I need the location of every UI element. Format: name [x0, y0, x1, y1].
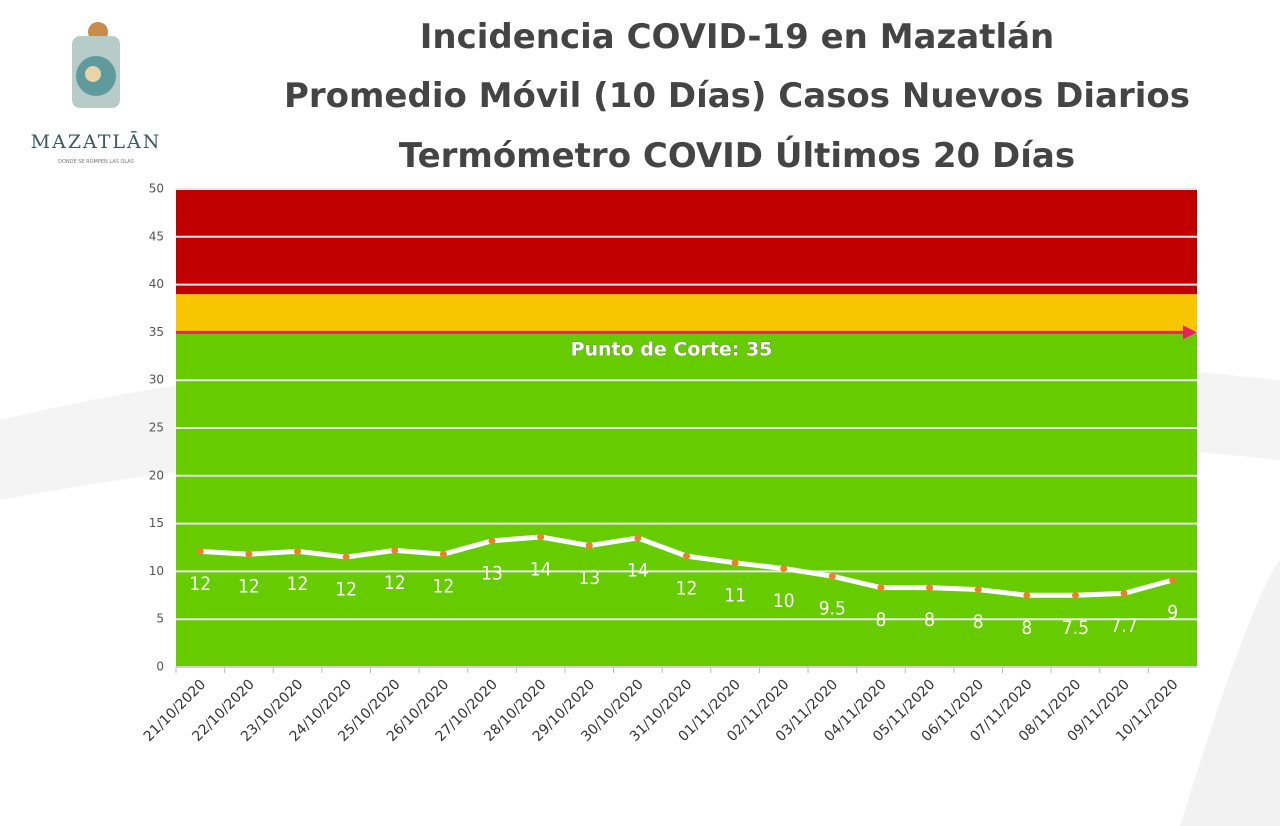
chart-title: Incidencia COVID-19 en Mazatlán [420, 17, 1055, 57]
data-point [683, 552, 690, 560]
data-point [974, 586, 982, 594]
data-point [634, 534, 642, 542]
data-label: 12 [384, 572, 406, 594]
cutoff-label: Punto de Corte: 35 [571, 338, 773, 360]
y-tick-label: 30 [149, 373, 164, 387]
data-label: 14 [627, 559, 649, 581]
y-tick-label: 15 [149, 516, 164, 530]
data-point [1071, 591, 1079, 599]
data-label: 13 [481, 562, 503, 584]
data-label: 12 [189, 573, 211, 595]
data-label: 12 [433, 576, 455, 598]
data-label: 7.5 [1062, 617, 1089, 639]
data-point [828, 572, 836, 580]
y-tick-label: 5 [156, 612, 164, 626]
data-point [585, 542, 593, 550]
data-label: 9.5 [819, 598, 846, 620]
data-point [780, 565, 788, 573]
y-tick-label: 50 [149, 182, 164, 196]
data-label: 11 [724, 584, 746, 606]
data-point [196, 547, 204, 555]
y-tick-label: 40 [149, 277, 164, 291]
logo-shape [85, 66, 101, 82]
data-label: 8 [876, 609, 887, 631]
cutoff-arrowhead [1183, 325, 1197, 340]
data-point [294, 547, 302, 555]
y-tick-label: 0 [156, 660, 164, 674]
data-point [1120, 589, 1128, 597]
data-label: 12 [335, 579, 357, 601]
data-label: 12 [676, 578, 698, 600]
chart-title: Promedio Móvil (10 Días) Casos Nuevos Di… [284, 76, 1190, 116]
data-label: 8 [973, 611, 984, 633]
data-point [1023, 591, 1031, 599]
data-point [877, 584, 885, 592]
background-swoosh [1180, 560, 1280, 826]
data-point [439, 550, 447, 558]
data-label: 8 [1021, 617, 1032, 639]
chart-title: Termómetro COVID Últimos 20 Días [399, 135, 1075, 176]
data-label: 12 [238, 576, 260, 598]
logo: MAZATLĀN DONDE SE ROMPEN LAS OLAS [31, 22, 162, 165]
data-point [488, 537, 496, 545]
y-tick-label: 35 [149, 325, 164, 339]
data-point [342, 553, 350, 561]
logo-tagline: DONDE SE ROMPEN LAS OLAS [58, 159, 134, 165]
data-label: 8 [924, 609, 935, 631]
y-tick-label: 20 [149, 468, 164, 482]
data-label: 9 [1167, 602, 1178, 624]
y-tick-label: 10 [149, 564, 164, 578]
data-point [537, 533, 545, 541]
threshold-band [176, 189, 1197, 295]
data-point [1169, 576, 1177, 584]
data-point [731, 559, 739, 567]
y-tick-label: 45 [149, 229, 164, 243]
data-label: 12 [287, 573, 309, 595]
data-label: 14 [530, 558, 552, 580]
data-label: 7.7 [1110, 615, 1137, 637]
y-tick-label: 25 [149, 421, 164, 435]
threshold-band [176, 332, 1197, 667]
data-point [926, 584, 934, 592]
data-point [391, 546, 399, 554]
data-label: 10 [773, 590, 795, 612]
threshold-band [176, 294, 1197, 333]
logo-name: MAZATLĀN [31, 130, 162, 153]
data-label: 13 [578, 567, 600, 589]
data-point [245, 550, 253, 558]
